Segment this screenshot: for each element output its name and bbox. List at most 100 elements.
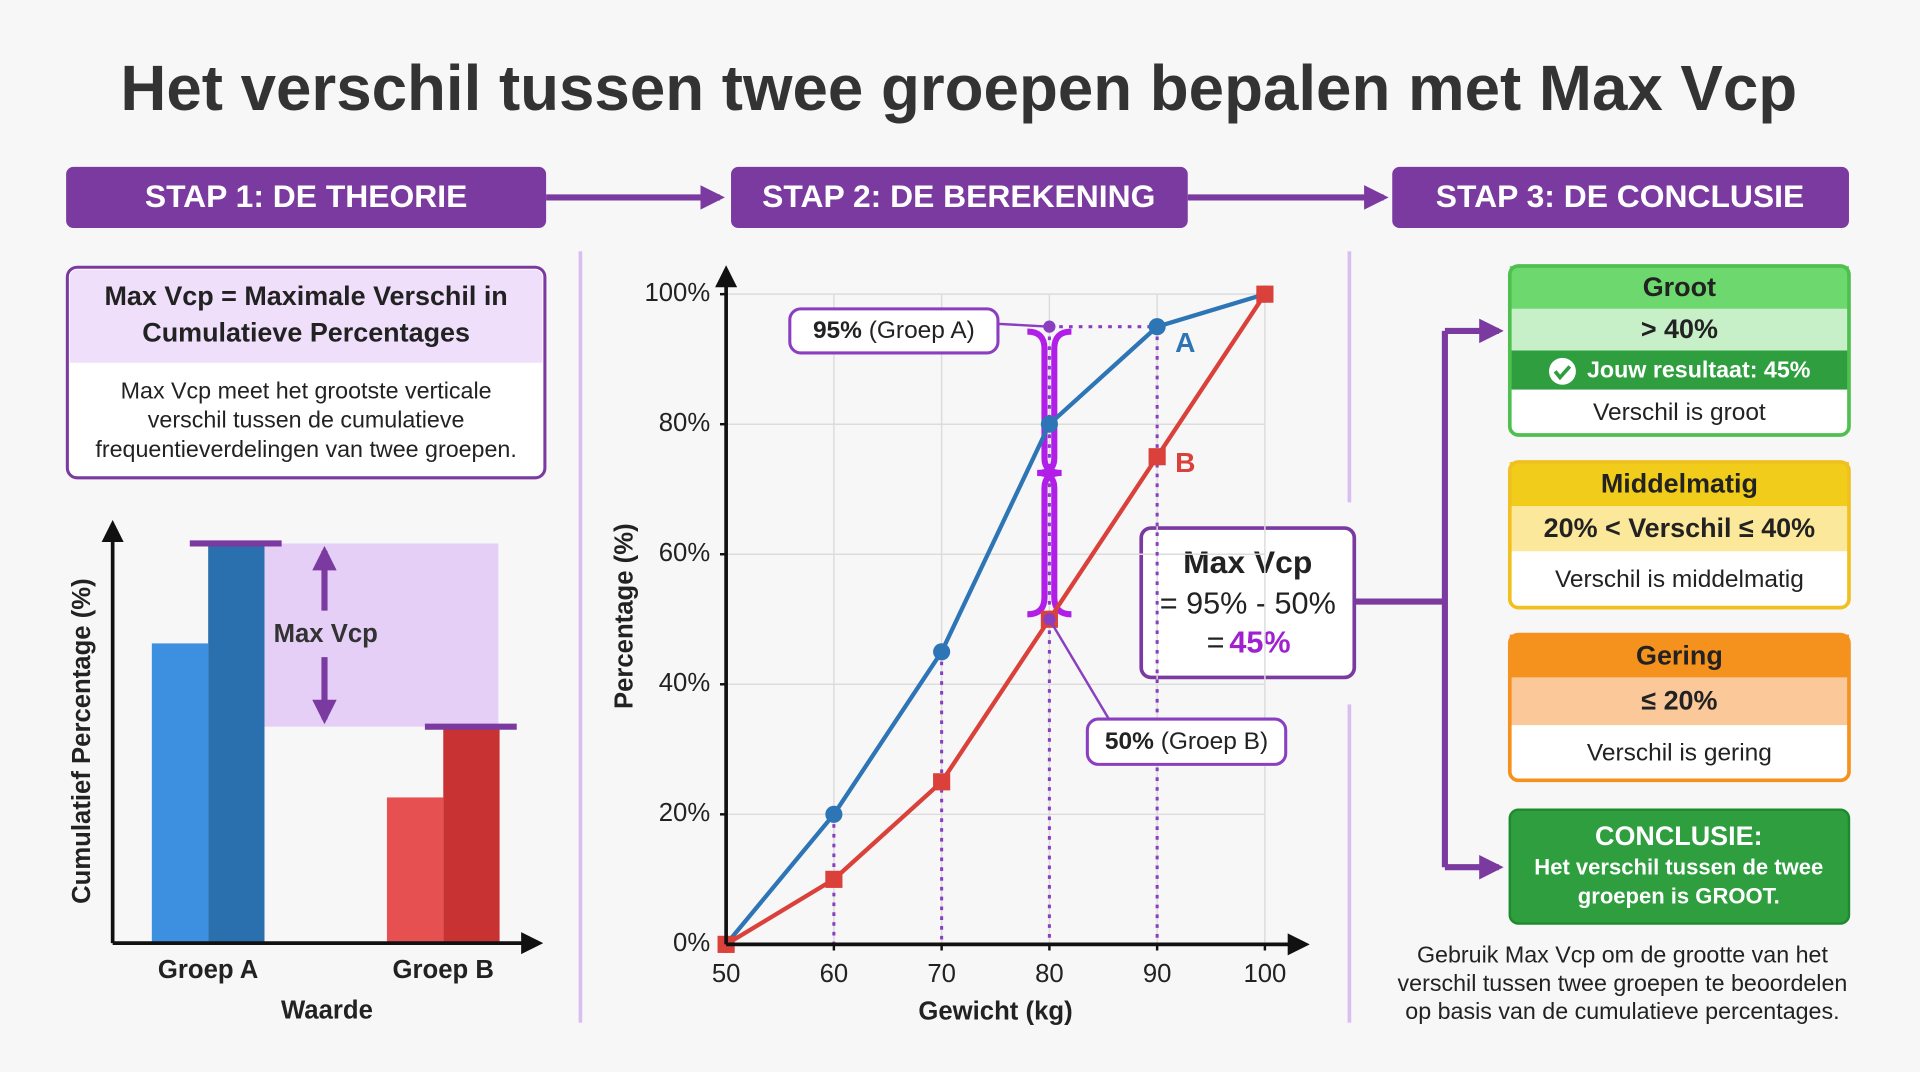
point bbox=[1148, 448, 1166, 466]
max-vcp-label: Max Vcp bbox=[274, 620, 378, 648]
panel-row bbox=[1509, 389, 1849, 435]
definition-title: Cumulatieve Percentages bbox=[142, 318, 470, 348]
point bbox=[1256, 285, 1274, 303]
panel-row bbox=[1509, 677, 1849, 726]
step-bar bbox=[731, 166, 1188, 229]
point bbox=[1040, 415, 1058, 433]
panel-row bbox=[1509, 634, 1849, 678]
point bbox=[933, 643, 951, 661]
panel-text: Verschil is groot bbox=[1593, 399, 1766, 426]
point bbox=[825, 870, 843, 888]
y-axis-label: Cumulatief Percentage (%) bbox=[68, 578, 96, 904]
panel-result: Jouw resultaat: 45% bbox=[1587, 356, 1811, 382]
panel-rule: ≤ 20% bbox=[1641, 686, 1717, 716]
footer-line: op basis van de cumulatieve percentages. bbox=[1405, 998, 1839, 1024]
series-label: A bbox=[1175, 327, 1195, 358]
bar bbox=[443, 726, 500, 944]
annotation-text: (Groep A) bbox=[869, 318, 975, 345]
panel-border bbox=[1507, 632, 1851, 783]
brace bbox=[1027, 328, 1062, 618]
annotation-pointer bbox=[992, 322, 1050, 328]
panel-name: Gering bbox=[1636, 640, 1723, 670]
panel-border bbox=[1507, 264, 1851, 437]
x-tick-label: 70 bbox=[927, 960, 956, 988]
brace bbox=[1037, 328, 1072, 618]
panel-row bbox=[1509, 266, 1849, 309]
definition-title: Max Vcp = Maximale Verschil in bbox=[104, 281, 507, 311]
max-vcp-eq: = bbox=[1207, 625, 1225, 659]
page-title: Het verschil tussen twee groepen bepalen… bbox=[120, 53, 1797, 124]
connector bbox=[1354, 330, 1448, 868]
annotation-pointer bbox=[1048, 618, 1113, 725]
series-line bbox=[725, 292, 1267, 947]
y-tick-label: 40% bbox=[659, 669, 710, 697]
annotation-box bbox=[788, 307, 1000, 355]
conclusion-line: groepen is GROOT. bbox=[1578, 884, 1780, 909]
max-vcp-band bbox=[263, 543, 499, 727]
panel-row bbox=[1509, 308, 1849, 351]
annotation-bold: 95% bbox=[813, 318, 862, 345]
panel-text: Verschil is gering bbox=[1587, 739, 1772, 766]
bar bbox=[151, 643, 209, 944]
step-bar bbox=[1392, 166, 1849, 229]
bar bbox=[208, 543, 265, 944]
max-vcp-title: Max Vcp bbox=[1183, 544, 1312, 580]
check-mark bbox=[1553, 365, 1572, 381]
panel-name: Groot bbox=[1643, 272, 1716, 302]
y-tick-label: 0% bbox=[673, 929, 710, 957]
point bbox=[825, 805, 843, 823]
panel-row bbox=[1509, 725, 1849, 781]
panel-text: Verschil is middelmatig bbox=[1555, 566, 1804, 593]
definition-header bbox=[69, 269, 543, 363]
point bbox=[933, 773, 951, 791]
footer-line: verschil tussen twee groepen te beoordel… bbox=[1398, 970, 1848, 996]
annotation-bold: 50% bbox=[1105, 728, 1154, 755]
x-axis-label: Gewicht (kg) bbox=[918, 998, 1072, 1026]
x-tick-label: 50 bbox=[712, 960, 741, 988]
x-tick-label: 90 bbox=[1143, 960, 1172, 988]
series-label: B bbox=[1175, 447, 1195, 478]
step-label: STAP 3: DE CONCLUSIE bbox=[1436, 178, 1804, 214]
x-tick-label: 60 bbox=[820, 960, 849, 988]
step-bar bbox=[66, 166, 547, 229]
annotation-text: (Groep B) bbox=[1161, 728, 1268, 755]
check-icon bbox=[1548, 357, 1576, 385]
panel-row bbox=[1509, 461, 1849, 506]
x-tick-label: Groep A bbox=[158, 956, 258, 984]
x-axis-label: Waarde bbox=[281, 997, 373, 1025]
y-tick-label: 100% bbox=[644, 279, 710, 307]
max-vcp-formula: = 95% - 50% bbox=[1160, 586, 1336, 620]
definition-body: Max Vcp meet het grootste verticale bbox=[121, 377, 492, 403]
panel-rule: > 40% bbox=[1641, 314, 1718, 344]
max-vcp-result: 45% bbox=[1229, 625, 1290, 659]
conclusion-box bbox=[1508, 808, 1851, 925]
y-axis-label: Percentage (%) bbox=[611, 523, 639, 709]
step-label: STAP 1: DE THEORIE bbox=[145, 178, 467, 214]
conclusion-title: CONCLUSIE: bbox=[1595, 821, 1763, 851]
y-tick-label: 80% bbox=[659, 409, 710, 437]
definition-body: verschil tussen de cumulatieve bbox=[148, 407, 465, 433]
guide-dot bbox=[1043, 613, 1056, 626]
x-tick-label: 80 bbox=[1035, 960, 1064, 988]
series-line bbox=[724, 292, 1266, 946]
panel-row bbox=[1509, 506, 1849, 552]
footer-line: Gebruik Max Vcp om de grootte van het bbox=[1417, 942, 1829, 968]
panel-rule: 20% < Verschil ≤ 40% bbox=[1544, 513, 1816, 543]
x-tick-label: 100 bbox=[1243, 960, 1286, 988]
y-tick-label: 20% bbox=[659, 799, 710, 827]
panel-row bbox=[1509, 551, 1849, 608]
annotation: 95% (Groep A) bbox=[813, 318, 975, 345]
panel-border bbox=[1507, 460, 1851, 610]
definition-body: frequentieverdelingen van twee groepen. bbox=[95, 436, 516, 462]
panel-name: Middelmatig bbox=[1601, 468, 1758, 498]
bar bbox=[386, 797, 444, 944]
annotation-box bbox=[1085, 717, 1288, 766]
x-tick-label: Groep B bbox=[393, 956, 494, 984]
y-tick-label: 60% bbox=[659, 539, 710, 567]
point bbox=[1148, 318, 1166, 336]
conclusion-line: Het verschil tussen de twee bbox=[1534, 854, 1823, 879]
annotation: 50% (Groep B) bbox=[1105, 728, 1268, 755]
step-label: STAP 2: DE BEREKENING bbox=[762, 178, 1155, 214]
